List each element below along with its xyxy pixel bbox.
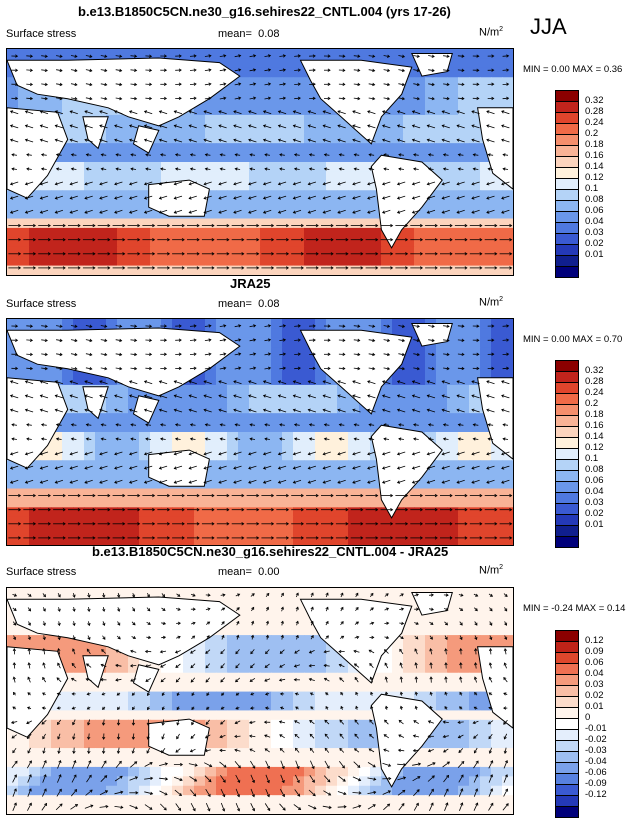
colorbar-tick-label: 0.02 (585, 508, 604, 519)
colorbar-tick-label: 0.2 (585, 128, 598, 139)
panel-2-title: JRA25 (230, 276, 270, 291)
colorbar-tick-label: 0.06 (585, 657, 604, 668)
colorbar-tick-label: 0.06 (585, 475, 604, 486)
colorbar-tick-label: 0.24 (585, 117, 604, 128)
colorbar-tick-label: 0.18 (585, 409, 604, 420)
panel-3-mean: mean= 0.00 (218, 566, 280, 578)
panel-3-map (6, 587, 514, 815)
colorbar-tick-label: 0.14 (585, 161, 604, 172)
panel-2-map (6, 318, 514, 546)
colorbar-tick-label: 0.08 (585, 464, 604, 475)
colorbar-tick-label: -0.09 (585, 778, 607, 789)
colorbar-tick-label: -0.12 (585, 789, 607, 800)
colorbar-tick-label: 0.04 (585, 486, 604, 497)
colorbar-tick-label: -0.04 (585, 756, 607, 767)
colorbar-tick-label: 0.01 (585, 249, 604, 260)
colorbar-tick-label: 0.12 (585, 442, 604, 453)
colorbar-swatch (555, 266, 579, 278)
panel-1-units: N/m2 (479, 26, 503, 39)
panel-1-minmax: MIN = 0.00 MAX = 0.36 (523, 64, 622, 75)
colorbar-tick-label: 0.08 (585, 194, 604, 205)
panel-2-minmax: MIN = 0.00 MAX = 0.70 (523, 334, 622, 345)
colorbar-tick-label: -0.01 (585, 723, 607, 734)
colorbar-tick-label: 0.14 (585, 431, 604, 442)
panel-2-variable: Surface stress (6, 298, 76, 310)
panel-1-mean: mean= 0.08 (218, 28, 280, 40)
colorbar-swatch (555, 536, 579, 548)
colorbar-tick-label: 0.01 (585, 519, 604, 530)
colorbar-tick-label: 0 (585, 712, 590, 723)
colorbar-tick-label: -0.06 (585, 767, 607, 778)
season-label: JJA (530, 14, 567, 40)
colorbar-tick-label: 0.32 (585, 365, 604, 376)
colorbar-tick-label: 0.02 (585, 238, 604, 249)
panel-1-variable: Surface stress (6, 28, 76, 40)
colorbar-tick-label: 0.18 (585, 139, 604, 150)
colorbar-tick-label: 0.03 (585, 497, 604, 508)
colorbar-tick-label: 0.16 (585, 420, 604, 431)
colorbar-tick-label: -0.03 (585, 745, 607, 756)
panel-1-map-svg (7, 49, 513, 275)
colorbar-tick-label: 0.2 (585, 398, 598, 409)
colorbar-tick-label: -0.02 (585, 734, 607, 745)
colorbar-tick-label: 0.01 (585, 701, 604, 712)
panel-3-variable: Surface stress (6, 566, 76, 578)
colorbar-tick-label: 0.04 (585, 216, 604, 227)
colorbar-tick-label: 0.06 (585, 205, 604, 216)
panel-1-map (6, 48, 514, 276)
panel-2-mean: mean= 0.08 (218, 298, 280, 310)
panel-3-minmax: MIN = -0.24 MAX = 0.14 (523, 603, 625, 614)
panel-2-units: N/m2 (479, 296, 503, 309)
colorbar-tick-label: 0.02 (585, 690, 604, 701)
colorbar-tick-label: 0.1 (585, 183, 598, 194)
colorbar-tick-label: 0.12 (585, 172, 604, 183)
colorbar-tick-label: 0.04 (585, 668, 604, 679)
colorbar-tick-label: 0.03 (585, 227, 604, 238)
colorbar-tick-label: 0.24 (585, 387, 604, 398)
colorbar-tick-label: 0.28 (585, 106, 604, 117)
panel-2-map-svg (7, 319, 513, 545)
panel-3-title: b.e13.B1850C5CN.ne30_g16.sehires22_CNTL.… (92, 544, 448, 559)
colorbar-tick-label: 0.1 (585, 453, 598, 464)
panel-1-title: b.e13.B1850C5CN.ne30_g16.sehires22_CNTL.… (78, 4, 451, 19)
colorbar-tick-label: 0.12 (585, 635, 604, 646)
colorbar-tick-label: 0.28 (585, 376, 604, 387)
colorbar-swatch (555, 806, 579, 818)
colorbar-tick-label: 0.32 (585, 95, 604, 106)
colorbar-tick-label: 0.09 (585, 646, 604, 657)
colorbar-tick-label: 0.16 (585, 150, 604, 161)
panel-3-map-svg (7, 588, 513, 814)
panel-3-units: N/m2 (479, 564, 503, 577)
colorbar-tick-label: 0.03 (585, 679, 604, 690)
